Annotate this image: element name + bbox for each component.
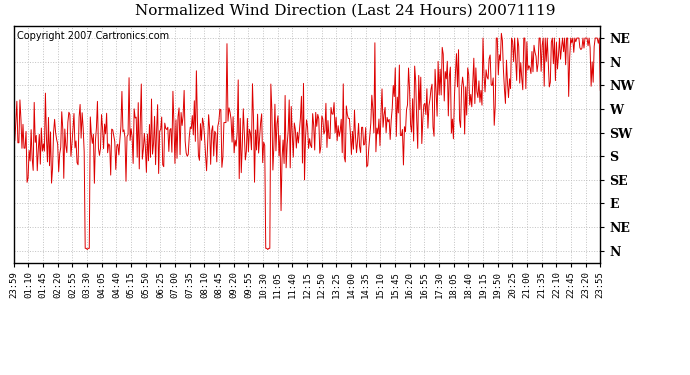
Text: Copyright 2007 Cartronics.com: Copyright 2007 Cartronics.com bbox=[17, 31, 169, 41]
Text: Normalized Wind Direction (Last 24 Hours) 20071119: Normalized Wind Direction (Last 24 Hours… bbox=[135, 4, 555, 18]
